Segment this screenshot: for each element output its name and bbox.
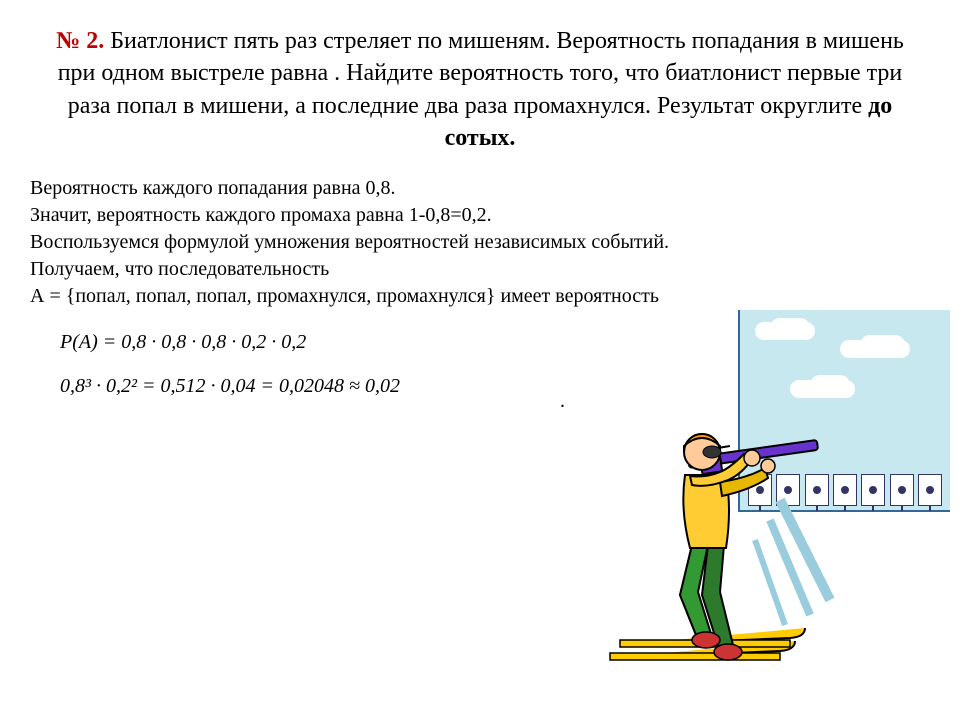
problem-number: № 2. — [56, 28, 104, 54]
ski-body — [610, 653, 780, 660]
title-text: Биатлонист пять раз стреляет по мишеням.… — [58, 28, 904, 119]
illustration — [560, 310, 950, 690]
target — [890, 474, 914, 506]
boot — [714, 644, 742, 660]
target — [861, 474, 885, 506]
biathlete-svg — [630, 370, 850, 670]
target — [918, 474, 942, 506]
body-line-1: Вероятность каждого попадания равна 0,8. — [30, 175, 920, 202]
cloud — [770, 318, 810, 338]
swoosh-line — [780, 500, 830, 600]
cloud — [860, 335, 905, 355]
body-line-4: Получаем, что последовательность — [30, 256, 920, 283]
hand — [744, 450, 760, 466]
hand — [761, 459, 775, 473]
slide: № 2. Биатлонист пять раз стреляет по миш… — [0, 0, 960, 720]
body-line-5: А = {попал, попал, попал, промахнулся, п… — [30, 283, 920, 310]
boot — [692, 632, 720, 648]
solution-body: Вероятность каждого попадания равна 0,8.… — [0, 165, 960, 310]
body-line-3: Воспользуемся формулой умножения вероятн… — [30, 229, 920, 256]
goggles — [703, 446, 721, 458]
problem-title: № 2. Биатлонист пять раз стреляет по миш… — [0, 0, 960, 165]
body-line-2: Значит, вероятность каждого промаха равн… — [30, 202, 920, 229]
